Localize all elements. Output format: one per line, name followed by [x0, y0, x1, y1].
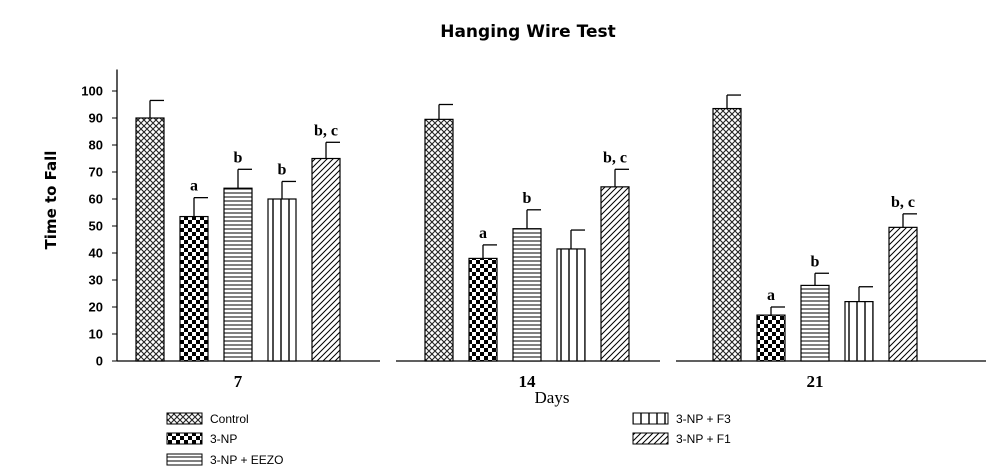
legend-label: 3-NP [210, 432, 237, 446]
legend-swatch [166, 432, 203, 445]
y-axis: 0 10 20 30 40 50 60 70 80 90 100 [81, 69, 118, 369]
bar-3-np-eezo-day-21 [800, 284, 830, 362]
y-tick-label: 10 [89, 327, 103, 342]
bar-3-np-eezo-day-14 [512, 228, 542, 362]
y-tick-label: 60 [89, 192, 103, 207]
x-tick-label: 21 [807, 372, 824, 391]
y-axis-label: Time to Fall [42, 151, 60, 250]
bar-3-np-f3-day-7 [267, 198, 297, 362]
y-tick-label: 40 [89, 246, 103, 261]
legend-label: Control [210, 412, 249, 426]
legend-swatch [166, 453, 203, 466]
bar-control-day-21 [712, 107, 742, 362]
bar-3-np-f1-day-14 [600, 186, 630, 362]
significance-label: b [811, 253, 820, 270]
y-tick-label: 20 [89, 300, 103, 315]
bar-3-np-f1-day-7 [311, 157, 341, 362]
y-tick-label: 0 [96, 354, 103, 369]
y-tick-label: 30 [89, 273, 103, 288]
bar-3-np-f3-day-14 [556, 248, 586, 362]
bar-3-np-eezo-day-7 [223, 187, 253, 362]
legend-label: 3-NP + F1 [676, 432, 731, 446]
y-tick-label: 80 [89, 138, 103, 153]
y-tick-label: 100 [81, 84, 103, 99]
y-tick-label: 90 [89, 111, 103, 126]
legend-swatch [632, 432, 669, 445]
significance-label: b, c [603, 149, 627, 166]
bar-3-np-f3-day-21 [844, 301, 874, 362]
y-tick-label: 70 [89, 165, 103, 180]
bar-3-np-day-14 [468, 257, 498, 362]
bar-control-day-7 [135, 117, 165, 362]
significance-label: b, c [314, 122, 338, 139]
bar-3-np-day-7 [179, 215, 209, 362]
legend-label: 3-NP + EEZO [210, 453, 283, 467]
x-tick-label: 14 [519, 372, 537, 391]
bars-layer: a b b b, c a b b, c a b b, c [135, 94, 918, 362]
chart-title: Hanging Wire Test [440, 22, 616, 42]
significance-label: a [479, 225, 487, 242]
x-axis: 7 14 21 [117, 360, 986, 391]
significance-label: b [234, 149, 243, 166]
legend-swatch [632, 412, 669, 425]
significance-label: a [190, 178, 198, 195]
x-tick-label: 7 [234, 372, 243, 391]
bar-3-np-day-21 [756, 314, 786, 362]
significance-label: a [767, 287, 775, 304]
significance-label: b [278, 161, 287, 178]
legend: Control 3-NP 3-NP + EEZO 3-NP + F3 3-NP + F1 [166, 412, 731, 467]
bar-3-np-f1-day-21 [888, 226, 918, 362]
significance-label: b, c [891, 194, 915, 211]
y-tick-label: 50 [89, 219, 103, 234]
significance-label: b [523, 190, 532, 207]
legend-label: 3-NP + F3 [676, 412, 731, 426]
legend-swatch [166, 412, 203, 425]
bar-control-day-14 [424, 118, 454, 362]
x-axis-label: Days [535, 388, 570, 407]
